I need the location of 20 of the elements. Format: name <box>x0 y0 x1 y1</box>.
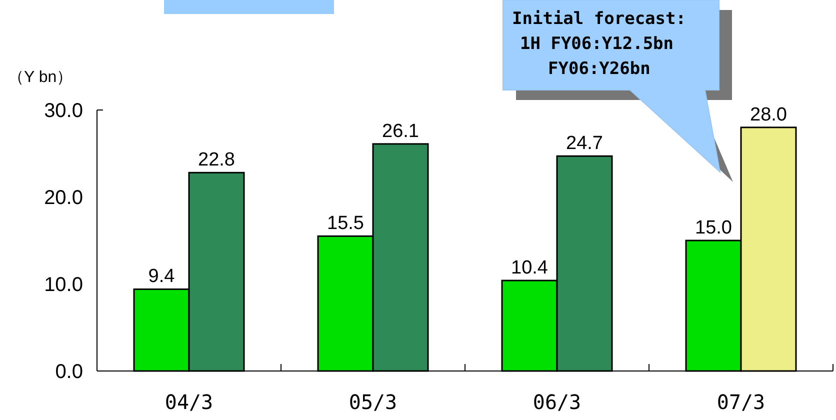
data-label: 15.0 <box>695 218 732 238</box>
y-tick-label: 0.0 <box>55 361 83 383</box>
data-label: 28.0 <box>750 104 787 126</box>
text: 1H FY06:Y12.5bn <box>520 34 674 54</box>
text: Initial forecast: <box>512 9 686 29</box>
text: FY06:Y26bn <box>548 59 650 79</box>
x-tick-label: 04/3 <box>164 390 214 414</box>
y-tick-label: 30.0 <box>44 100 83 122</box>
y-tick-label: 20.0 <box>44 187 83 209</box>
data-label: 10.4 <box>511 258 548 279</box>
data-label: 22.8 <box>198 150 235 171</box>
data-label: 26.1 <box>382 120 419 142</box>
x-tick-label: 05/3 <box>348 390 398 414</box>
x-tick-label: 07/3 <box>716 390 766 414</box>
y-tick-label: 10.0 <box>44 274 83 296</box>
data-label: 9.4 <box>148 266 176 288</box>
data-label: 15.5 <box>327 213 364 234</box>
x-tick-label: 06/3 <box>532 390 582 414</box>
data-label: 24.7 <box>566 133 603 154</box>
y-axis-title: （Y bn） <box>8 69 73 86</box>
